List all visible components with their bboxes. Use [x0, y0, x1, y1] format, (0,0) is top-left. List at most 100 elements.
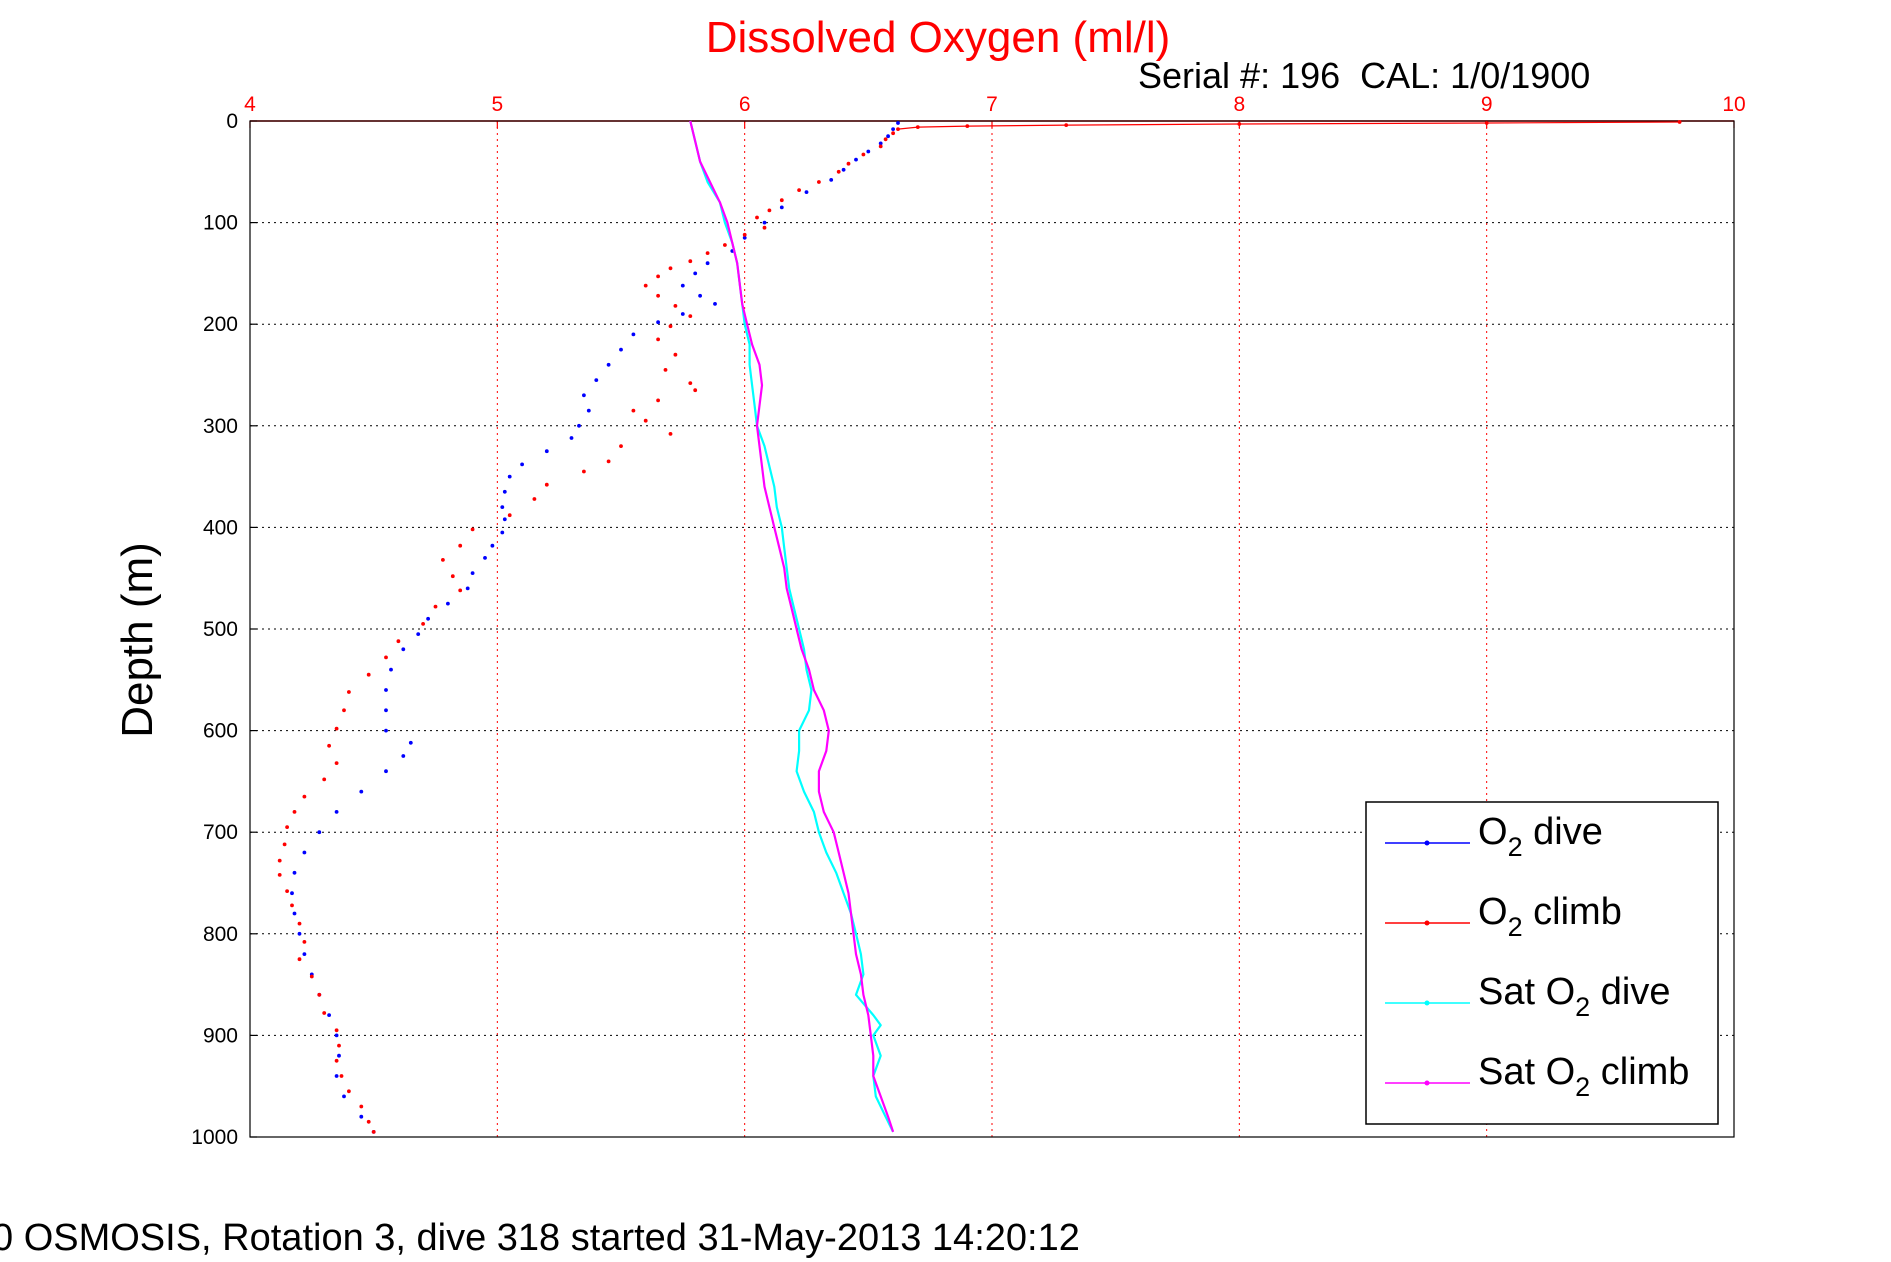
axes-frame [249, 120, 1735, 1138]
y-tick-label: 600 [203, 720, 238, 743]
series-line [689, 120, 895, 1133]
data-point [656, 398, 660, 403]
data-point [713, 302, 717, 306]
data-point [458, 543, 463, 548]
data-point [891, 127, 895, 131]
data-point [896, 121, 900, 125]
legend-box [1365, 801, 1719, 1125]
data-point [886, 134, 890, 139]
data-point [668, 324, 673, 329]
data-point [762, 225, 767, 230]
data-point [384, 769, 388, 774]
data-point [606, 362, 611, 367]
data-point [569, 436, 574, 440]
data-point [347, 690, 351, 694]
data-point [458, 588, 463, 593]
y-tick-label: 300 [203, 415, 238, 438]
data-point [292, 870, 297, 875]
data-point [327, 743, 331, 748]
data-point [507, 474, 512, 479]
data-point [334, 810, 339, 814]
data-point [334, 1058, 339, 1063]
x-tick-label: 7 [986, 93, 998, 116]
data-point [470, 527, 475, 532]
data-point [359, 1104, 364, 1109]
data-point [544, 449, 549, 454]
x-tick-label: 9 [1481, 93, 1493, 116]
data-point [446, 601, 450, 606]
y-tick-label: 500 [203, 618, 238, 641]
data-point [668, 266, 673, 271]
data-point [401, 647, 406, 652]
data-point [804, 190, 809, 195]
data-point [470, 571, 475, 575]
data-point [656, 337, 660, 342]
legend-label-subscript: 2 [1575, 1072, 1590, 1102]
data-point [817, 180, 821, 184]
y-tick-label: 200 [203, 313, 238, 336]
data-point [309, 974, 314, 979]
x-tick-labels: 4 5 6 7 8 9 10 [244, 93, 1746, 116]
data-point [277, 873, 282, 877]
data-point [384, 708, 388, 713]
data-point [705, 261, 710, 266]
data-point [507, 513, 512, 518]
data-point [663, 368, 668, 372]
data-point [829, 178, 834, 182]
data-point [705, 251, 710, 256]
y-tick-label: 700 [203, 821, 238, 844]
chart-title: Dissolved Oxygen (ml/l) [706, 13, 1171, 62]
data-point [334, 726, 339, 731]
data-point [762, 220, 767, 225]
legend-label: Sat O2 climb [1478, 1051, 1689, 1102]
data-point [631, 408, 636, 413]
data-point [384, 728, 388, 733]
data-point [421, 622, 425, 626]
data-point [282, 842, 287, 847]
data-point [878, 141, 883, 146]
y-tick-label: 800 [203, 923, 238, 946]
data-point [322, 1011, 327, 1015]
data-point [878, 144, 883, 149]
data-point [334, 1074, 339, 1078]
data-point [483, 556, 487, 560]
data-point [520, 462, 524, 467]
data-point [693, 271, 698, 276]
legend-label-main: O [1478, 891, 1508, 933]
data-point [755, 215, 759, 220]
y-tick-label: 0 [226, 110, 238, 133]
legend-label-main: O [1478, 811, 1508, 853]
data-point [433, 604, 438, 609]
data-point [883, 137, 888, 142]
data-point [668, 432, 673, 436]
data-point [698, 293, 702, 298]
data-point [680, 283, 685, 288]
data-point [337, 1043, 341, 1048]
legend-label-rest: dive [1590, 971, 1670, 1013]
data-point [371, 1130, 376, 1134]
data-point [841, 167, 846, 172]
data-point [544, 482, 549, 487]
x-tick-label: 8 [1233, 93, 1245, 116]
data-point [680, 312, 685, 316]
data-point [577, 423, 581, 428]
y-axis-label: Depth (m) [113, 542, 162, 738]
data-point [297, 957, 302, 962]
legend-label-rest: climb [1523, 891, 1622, 933]
legend-label-rest: climb [1590, 1051, 1689, 1093]
data-point [416, 632, 421, 636]
data-point [643, 283, 648, 288]
data-point [643, 418, 648, 423]
data-point [396, 639, 401, 644]
series-o2-dive [290, 121, 900, 1134]
data-point [861, 152, 866, 157]
data-point [317, 830, 322, 835]
data-point [302, 952, 307, 956]
data-point [836, 169, 841, 174]
data-point [673, 304, 678, 308]
data-point [500, 530, 505, 535]
data-point [297, 921, 302, 926]
x-tick-label: 5 [491, 93, 503, 116]
data-point [366, 1119, 371, 1124]
